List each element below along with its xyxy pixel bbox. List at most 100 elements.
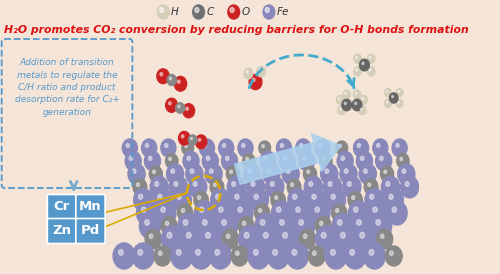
Circle shape — [274, 196, 278, 199]
FancyBboxPatch shape — [48, 218, 76, 244]
Circle shape — [304, 166, 316, 182]
Circle shape — [296, 139, 311, 157]
Circle shape — [138, 194, 142, 199]
Circle shape — [340, 232, 345, 238]
Circle shape — [396, 99, 403, 107]
Circle shape — [132, 243, 154, 269]
Circle shape — [150, 166, 162, 182]
Circle shape — [299, 229, 316, 249]
Circle shape — [340, 108, 342, 110]
Circle shape — [186, 164, 203, 184]
Circle shape — [194, 192, 208, 209]
Circle shape — [262, 144, 264, 148]
Circle shape — [308, 246, 325, 266]
Circle shape — [254, 204, 270, 222]
Circle shape — [248, 169, 252, 173]
Circle shape — [178, 80, 180, 83]
Circle shape — [392, 139, 407, 157]
Circle shape — [198, 196, 200, 199]
Circle shape — [272, 201, 291, 225]
Circle shape — [200, 207, 204, 212]
Circle shape — [152, 170, 156, 173]
Circle shape — [202, 152, 218, 171]
Circle shape — [358, 144, 360, 147]
Circle shape — [282, 232, 288, 238]
Circle shape — [202, 220, 207, 225]
Circle shape — [192, 5, 204, 19]
Circle shape — [320, 221, 323, 226]
Circle shape — [397, 154, 409, 169]
Circle shape — [368, 201, 388, 225]
Circle shape — [206, 156, 210, 160]
Circle shape — [248, 243, 270, 269]
Circle shape — [355, 92, 357, 94]
Circle shape — [312, 251, 316, 255]
Circle shape — [360, 232, 364, 238]
Circle shape — [133, 179, 147, 195]
Circle shape — [321, 232, 326, 238]
Circle shape — [336, 95, 344, 104]
Circle shape — [304, 234, 307, 238]
Circle shape — [170, 77, 172, 80]
Circle shape — [188, 135, 197, 145]
Circle shape — [290, 201, 311, 225]
Circle shape — [360, 95, 368, 104]
Text: H: H — [171, 7, 178, 17]
Circle shape — [226, 234, 230, 238]
Circle shape — [210, 243, 231, 269]
Circle shape — [142, 207, 146, 212]
Circle shape — [365, 189, 384, 212]
Circle shape — [298, 152, 314, 171]
Circle shape — [174, 76, 186, 91]
Circle shape — [170, 176, 188, 198]
Circle shape — [149, 234, 153, 238]
Circle shape — [373, 207, 377, 212]
Circle shape — [323, 157, 326, 161]
Circle shape — [369, 250, 374, 255]
Circle shape — [136, 183, 140, 187]
Text: Addition of transition
metals to regulate the
C/H ratio and product
desorption r: Addition of transition metals to regulat… — [14, 58, 120, 117]
Circle shape — [398, 164, 415, 184]
Circle shape — [263, 164, 280, 184]
Circle shape — [195, 7, 199, 13]
Circle shape — [396, 89, 403, 96]
Circle shape — [167, 232, 172, 238]
Circle shape — [356, 69, 358, 71]
Circle shape — [145, 229, 162, 249]
Circle shape — [144, 220, 150, 225]
Circle shape — [183, 220, 188, 225]
Circle shape — [233, 201, 253, 225]
Circle shape — [167, 75, 176, 85]
Circle shape — [271, 192, 285, 209]
Circle shape — [177, 194, 181, 199]
Circle shape — [150, 176, 168, 198]
Circle shape — [236, 251, 239, 255]
Circle shape — [402, 169, 406, 173]
Circle shape — [125, 152, 141, 171]
Circle shape — [181, 226, 203, 252]
Circle shape — [132, 169, 136, 173]
Circle shape — [238, 217, 254, 235]
Circle shape — [398, 101, 400, 103]
Text: Mn: Mn — [79, 201, 102, 213]
Circle shape — [364, 169, 368, 173]
Circle shape — [280, 144, 283, 147]
Circle shape — [335, 226, 357, 252]
Circle shape — [400, 176, 418, 198]
Circle shape — [319, 144, 322, 147]
Circle shape — [160, 7, 164, 13]
Circle shape — [258, 226, 280, 252]
Circle shape — [171, 243, 192, 269]
Circle shape — [222, 144, 226, 147]
Circle shape — [368, 67, 375, 76]
Circle shape — [258, 209, 262, 212]
Circle shape — [356, 220, 362, 225]
Circle shape — [336, 209, 339, 212]
Circle shape — [320, 164, 338, 184]
Circle shape — [352, 196, 355, 199]
Circle shape — [186, 107, 188, 110]
Circle shape — [187, 156, 190, 160]
Circle shape — [238, 226, 260, 252]
Circle shape — [320, 154, 332, 169]
Circle shape — [331, 194, 336, 199]
